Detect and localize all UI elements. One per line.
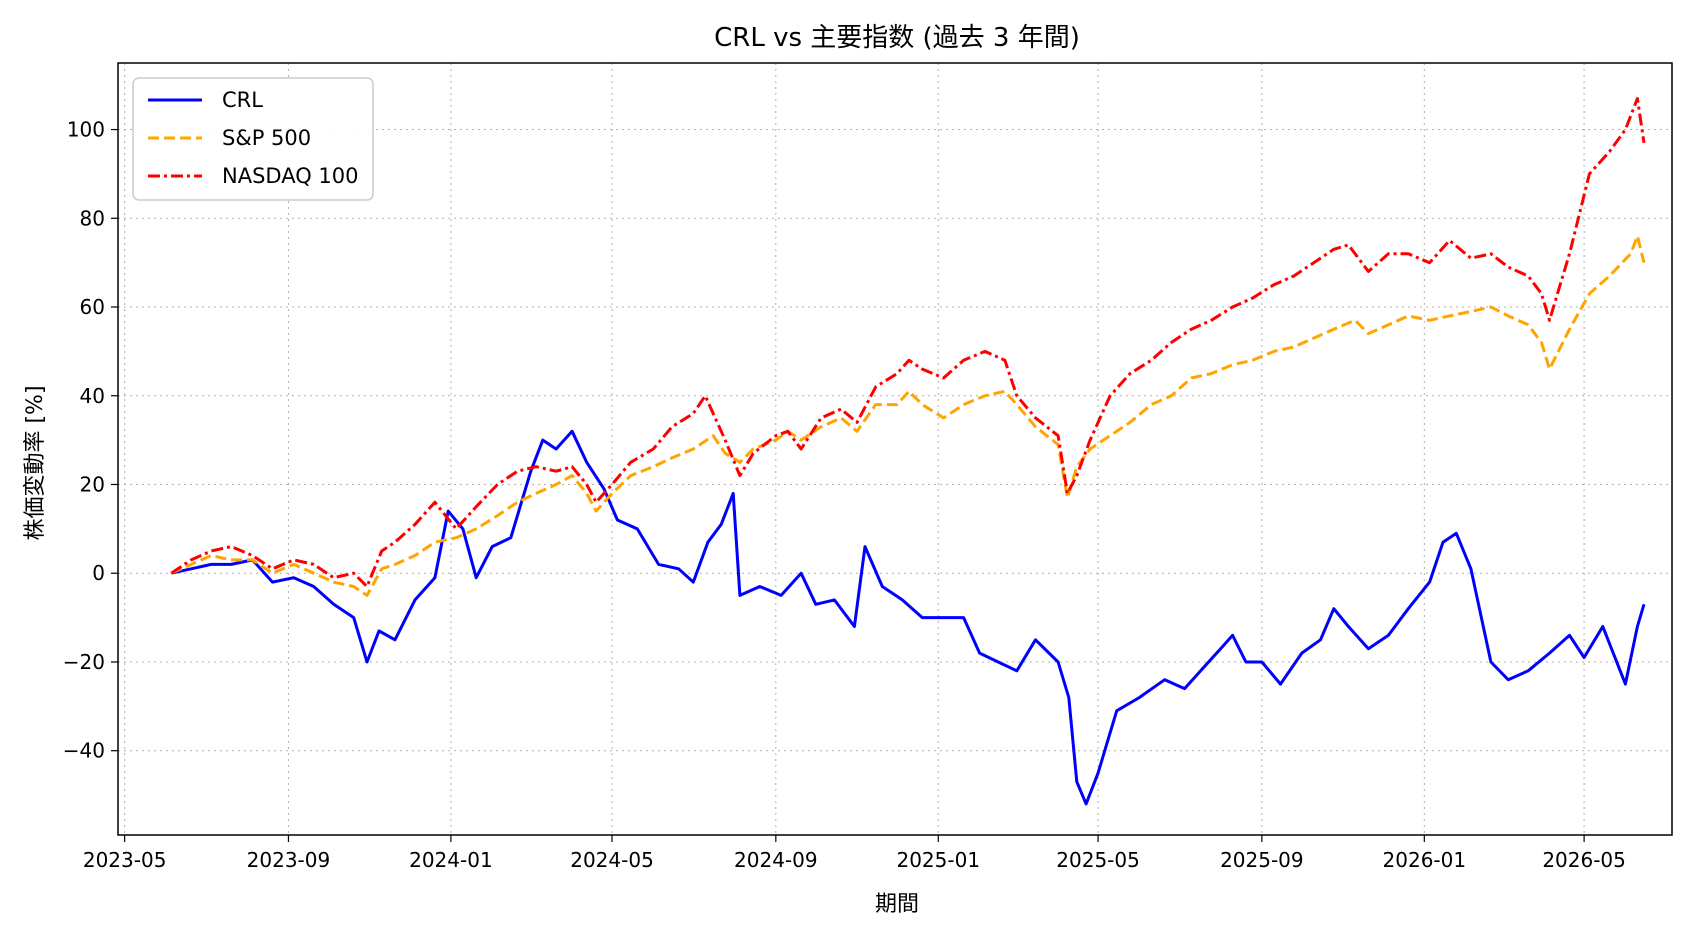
series-line-crl — [170, 429, 1646, 806]
plot-area-frame — [117, 62, 1673, 836]
grid — [118, 63, 1672, 835]
y-tick-label: −40 — [63, 739, 105, 763]
x-tick-label: 2023-09 — [247, 848, 331, 872]
x-axis-label: 期間 — [875, 892, 919, 917]
legend-label-crl: CRL — [222, 88, 263, 112]
x-tick-label: 2024-01 — [409, 848, 493, 872]
y-axis-label: 株価変動率 [%] — [23, 385, 48, 540]
y-tick-label: 20 — [80, 472, 105, 496]
series-layer — [170, 97, 1646, 806]
y-tick-label: 60 — [80, 295, 105, 319]
x-tick-label: 2026-05 — [1542, 848, 1626, 872]
y-tick-label: 0 — [92, 561, 105, 585]
series-line-nasdaq-100 — [170, 97, 1646, 588]
legend-label-sp500: S&P 500 — [222, 126, 311, 150]
series-line-s-p-500 — [170, 234, 1646, 597]
x-tick-label: 2025-01 — [896, 848, 980, 872]
x-tick-label: 2024-09 — [734, 848, 818, 872]
y-tick-label: 80 — [80, 206, 105, 230]
y-tick-label: −20 — [63, 650, 105, 674]
y-tick-label: 100 — [67, 118, 105, 142]
x-tick-label: 2024-05 — [570, 848, 654, 872]
legend: CRL S&P 500 NASDAQ 100 — [132, 77, 374, 201]
x-tick-label: 2025-05 — [1056, 848, 1140, 872]
legend-box — [132, 77, 374, 201]
x-tick-label: 2023-05 — [83, 848, 167, 872]
x-tick-label: 2026-01 — [1383, 848, 1467, 872]
legend-label-nasdaq100: NASDAQ 100 — [222, 164, 359, 188]
x-tick-label: 2025-09 — [1220, 848, 1304, 872]
y-tick-label: 40 — [80, 384, 105, 408]
x-axis: 2023-05 2023-09 2024-01 2024-05 2024-09 2025-… — [83, 835, 1626, 872]
y-axis: −40 −20 0 20 40 60 80 100 — [63, 118, 118, 763]
chart-title: CRL vs 主要指数 (過去 3 年間) — [714, 23, 1080, 53]
